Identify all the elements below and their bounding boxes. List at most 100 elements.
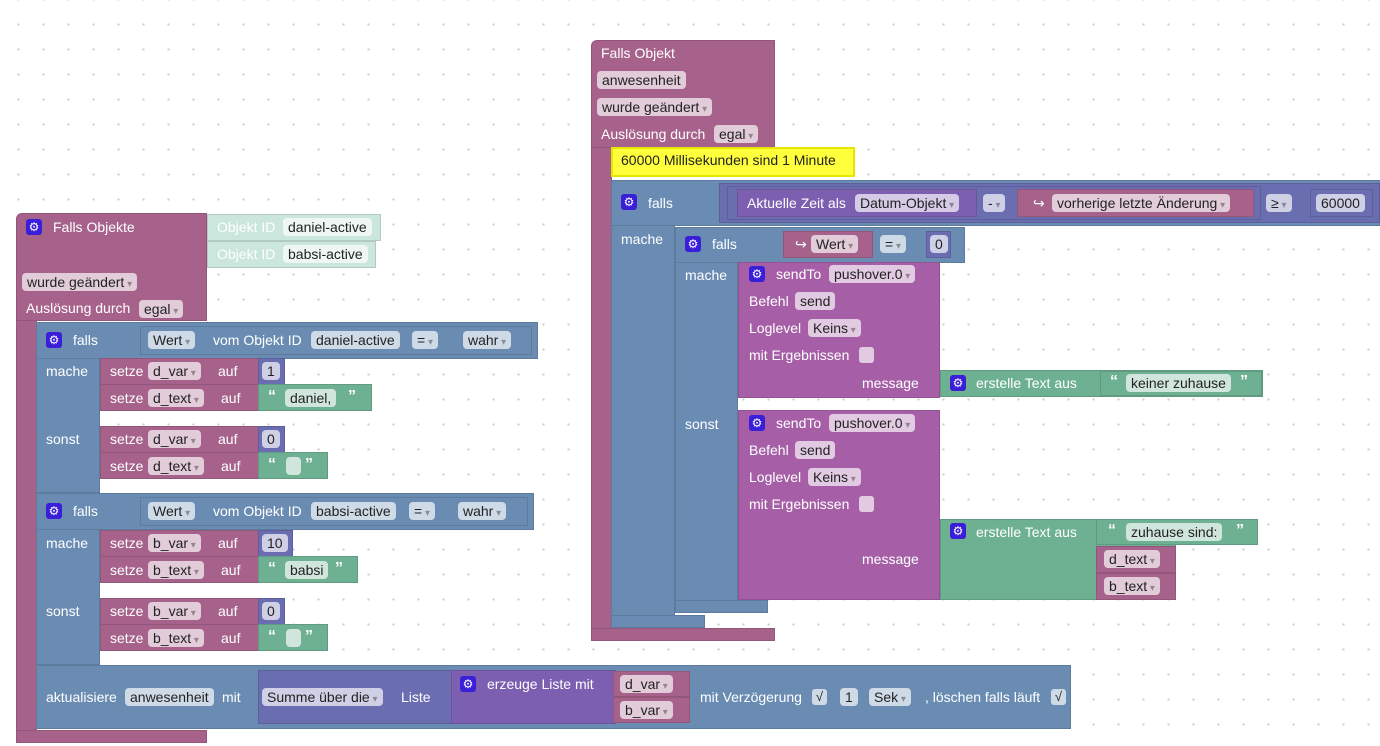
variable-dropdown[interactable]: d_var — [620, 675, 673, 693]
comment-note[interactable]: 60000 Millisekunden sind 1 Minute — [611, 147, 855, 177]
text-field[interactable] — [286, 457, 301, 475]
ausloesung-dropdown[interactable]: egal — [139, 300, 184, 318]
gear-icon[interactable]: ⚙ — [46, 332, 62, 348]
operator-dropdown[interactable]: = — [409, 502, 435, 520]
results-label: mit Ergebnissen — [749, 496, 850, 512]
block-title: Falls Objekt — [601, 45, 675, 61]
clear-checkbox[interactable]: √ — [1051, 689, 1066, 705]
number-field[interactable]: 0 — [262, 430, 280, 448]
ausloesung-dropdown[interactable]: egal — [714, 125, 759, 143]
gear-icon[interactable]: ⚙ — [950, 375, 966, 391]
close-quote-icon: ” — [1236, 522, 1244, 539]
close-quote-icon: ” — [305, 628, 313, 645]
setze-label: setze — [110, 603, 144, 619]
auf-label: auf — [218, 431, 238, 447]
text-field[interactable]: zuhause sind: — [1126, 523, 1223, 541]
object-id-field[interactable]: daniel-active — [311, 331, 400, 349]
boolean-dropdown[interactable]: wahr — [463, 331, 512, 349]
minus-dropdown[interactable]: - — [983, 194, 1006, 212]
operator-dropdown[interactable]: ≥ — [1266, 194, 1292, 212]
number-field[interactable]: 0 — [262, 602, 280, 620]
delay-field[interactable]: 1 — [840, 688, 858, 706]
object-id-field[interactable]: daniel-active — [283, 218, 372, 236]
delay-checkbox[interactable]: √ — [812, 689, 827, 705]
instance-dropdown[interactable]: pushover.0 — [829, 265, 916, 283]
instance-dropdown[interactable]: pushover.0 — [829, 414, 916, 432]
operator-dropdown[interactable]: = — [412, 331, 438, 349]
message-label: message — [862, 375, 919, 391]
number-field[interactable]: 10 — [262, 534, 288, 552]
gear-icon[interactable]: ⚙ — [749, 266, 765, 282]
open-quote-icon: “ — [1108, 522, 1116, 539]
text-field[interactable]: daniel, — [285, 389, 337, 407]
number-field[interactable]: 0 — [930, 235, 948, 253]
wert-dropdown[interactable]: Wert — [811, 235, 859, 253]
wert-dropdown[interactable]: Wert — [148, 502, 196, 520]
results-label: mit Ergebnissen — [749, 347, 850, 363]
ausloesung-label: Auslösung durch — [601, 126, 706, 142]
text-field[interactable]: babsi — [285, 561, 329, 579]
loglevel-label: Loglevel — [749, 320, 802, 336]
variable-dropdown[interactable]: b_var — [148, 602, 201, 620]
vom-objekt-label: vom Objekt ID — [213, 503, 302, 519]
variable-dropdown[interactable]: b_var — [148, 534, 201, 552]
variable-dropdown[interactable]: b_text — [148, 561, 204, 579]
gear-icon[interactable]: ⚙ — [621, 194, 637, 210]
sendto-block[interactable] — [738, 410, 940, 600]
if-block-body — [611, 225, 675, 617]
object-id-label: Objekt ID — [217, 246, 276, 262]
vom-objekt-label: vom Objekt ID — [213, 332, 302, 348]
loglevel-dropdown[interactable]: Keins — [808, 468, 861, 486]
trigger-dropdown[interactable]: wurde geändert — [597, 98, 713, 116]
object-id-label: Objekt ID — [217, 219, 276, 235]
text-field[interactable] — [286, 629, 301, 647]
gear-icon[interactable]: ⚙ — [685, 236, 701, 252]
open-quote-icon: “ — [268, 560, 276, 577]
time-format-dropdown[interactable]: Datum-Objekt — [855, 194, 960, 212]
event-block-body — [16, 320, 37, 732]
variable-dropdown[interactable]: d_text — [148, 389, 204, 407]
gear-icon[interactable]: ⚙ — [26, 219, 42, 235]
loglevel-dropdown[interactable]: Keins — [808, 319, 861, 337]
text-field[interactable]: keiner zuhause — [1126, 374, 1231, 392]
variable-dropdown[interactable]: b_var — [620, 701, 673, 719]
variable-dropdown[interactable]: d_text — [1104, 550, 1160, 568]
object-id-field[interactable]: babsi-active — [311, 502, 396, 520]
message-label: message — [862, 551, 919, 567]
create-text-label: erstelle Text aus — [976, 375, 1077, 391]
gear-icon[interactable]: ⚙ — [749, 415, 765, 431]
variable-dropdown[interactable]: d_var — [148, 430, 201, 448]
befehl-field[interactable]: send — [795, 292, 836, 310]
object-field[interactable]: anwesenheit — [125, 688, 214, 706]
setze-label: setze — [110, 630, 144, 646]
unit-dropdown[interactable]: Sek — [869, 688, 911, 706]
operator-dropdown[interactable]: = — [880, 235, 906, 253]
sendto-label: sendTo — [776, 415, 822, 431]
variable-dropdown[interactable]: d_text — [148, 457, 204, 475]
trigger-dropdown[interactable]: wurde geändert — [22, 273, 138, 291]
variable-dropdown[interactable]: b_text — [1104, 577, 1160, 595]
variable-dropdown[interactable]: d_var — [148, 362, 201, 380]
gear-icon[interactable]: ⚙ — [950, 523, 966, 539]
boolean-dropdown[interactable]: wahr — [458, 502, 507, 520]
ausloesung-label: Auslösung durch — [26, 300, 131, 316]
results-checkbox[interactable] — [859, 496, 874, 512]
setze-label: setze — [110, 431, 144, 447]
sum-dropdown[interactable]: Summe über die — [262, 688, 383, 706]
event-block-bottom — [16, 730, 207, 743]
close-quote-icon: ” — [305, 456, 313, 473]
falls-label: falls — [73, 503, 98, 519]
prev-change-dropdown[interactable]: vorherige letzte Änderung — [1052, 194, 1231, 212]
number-field[interactable]: 60000 — [1316, 194, 1365, 212]
gear-icon[interactable]: ⚙ — [46, 503, 62, 519]
object-id-field[interactable]: babsi-active — [283, 245, 368, 263]
object-field[interactable]: anwesenheit — [597, 71, 686, 89]
wert-dropdown[interactable]: Wert — [148, 331, 196, 349]
befehl-field[interactable]: send — [795, 441, 836, 459]
variable-dropdown[interactable]: b_text — [148, 629, 204, 647]
results-checkbox[interactable] — [859, 347, 874, 363]
create-list-block[interactable] — [451, 670, 616, 724]
gear-icon[interactable]: ⚙ — [460, 676, 476, 692]
number-field[interactable]: 1 — [262, 362, 280, 380]
